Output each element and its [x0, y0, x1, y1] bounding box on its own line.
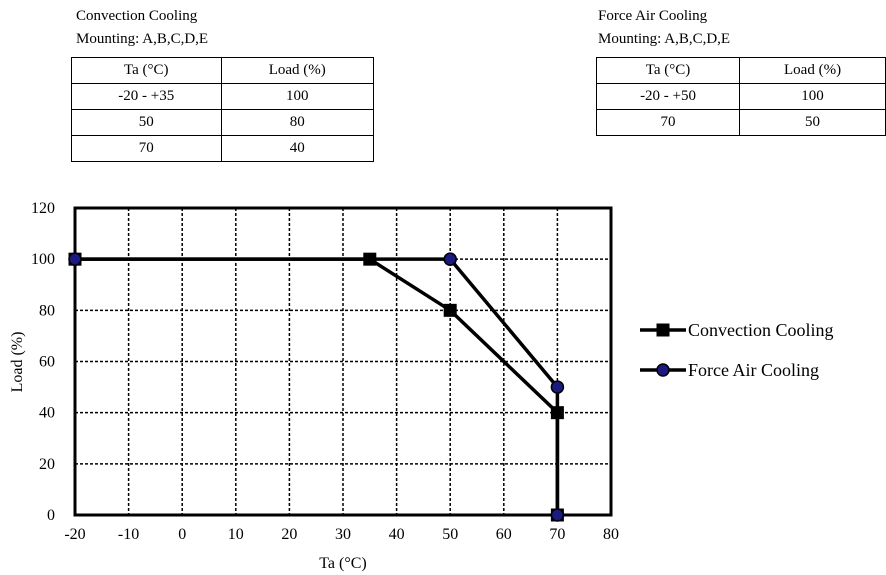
convection-mounting-label: Mounting: A,B,C,D,E — [76, 31, 209, 47]
derating-chart: -20 -10 0 10 20 30 40 50 60 70 80 0 20 40 60 80 100 120 C… — [9, 200, 834, 572]
data-point — [443, 303, 457, 317]
x-tick-label: 80 — [603, 526, 619, 543]
convection-table-title: Convection Cooling — [76, 8, 198, 24]
x-tick-label: 10 — [228, 526, 244, 543]
force-air-mounting-label: Mounting: A,B,C,D,E — [598, 31, 731, 47]
data-point — [550, 508, 565, 522]
legend-marker — [656, 363, 670, 377]
table-cell: 80 — [220, 109, 375, 136]
table-row: 50 80 — [71, 109, 375, 136]
table-header-row: Ta (°C) Load (%) — [595, 57, 886, 84]
legend-marker — [656, 323, 670, 337]
x-tick-label: 50 — [442, 526, 458, 543]
chart-axes: -20 -10 0 10 20 30 40 50 60 70 80 0 20 40 60 80 100 120 — [31, 200, 619, 543]
x-axis-label: Ta (°C) — [319, 555, 366, 572]
series-line — [75, 257, 560, 515]
table-cell: 100 — [220, 83, 375, 110]
x-tick-label: 20 — [281, 526, 297, 543]
y-tick-label: 40 — [39, 405, 55, 422]
y-tick-label: 0 — [47, 507, 55, 524]
x-tick-label: -10 — [118, 526, 139, 543]
y-tick-label: 60 — [39, 354, 55, 371]
data-point — [550, 406, 564, 420]
data-point — [443, 252, 457, 266]
x-tick-label: 0 — [178, 526, 186, 543]
y-tick-label: 20 — [39, 456, 55, 473]
x-tick-label: 70 — [549, 526, 565, 543]
x-tick-label: 30 — [335, 526, 351, 543]
table-cell: 50 — [739, 109, 886, 136]
table-header-cell: Load (%) — [739, 57, 886, 84]
table-header-cell: Ta (°C) — [595, 57, 741, 84]
data-point — [363, 252, 377, 266]
table-row: 70 50 — [595, 109, 886, 136]
x-tick-label: 60 — [496, 526, 512, 543]
y-axis-label: Load (%) — [9, 332, 26, 393]
table-row: -20 - +50 100 — [595, 83, 886, 110]
x-tick-label: 40 — [389, 526, 405, 543]
table-cell: 40 — [220, 135, 375, 162]
series-line — [75, 257, 560, 515]
y-tick-label: 80 — [39, 302, 55, 319]
convection-table: Ta (°C) Load (%) -20 - +35 100 50 80 70 … — [71, 57, 375, 162]
chart-grid — [75, 208, 611, 515]
table-cell: -20 - +50 — [595, 83, 741, 110]
table-cell: 70 — [71, 135, 222, 162]
chart-legend: Convection Cooling Force Air Cooling — [640, 320, 834, 380]
y-tick-label: 100 — [31, 251, 55, 268]
force-air-table: Ta (°C) Load (%) -20 - +50 100 70 50 — [595, 57, 886, 136]
table-cell: -20 - +35 — [71, 83, 222, 110]
force-air-table-title: Force Air Cooling — [598, 8, 708, 24]
table-cell: 50 — [71, 109, 222, 136]
table-cell: 100 — [739, 83, 886, 110]
chart-series — [68, 252, 565, 522]
x-tick-label: -20 — [64, 526, 85, 543]
legend-label: Force Air Cooling — [688, 360, 819, 380]
table-header-cell: Load (%) — [220, 57, 375, 84]
data-point — [550, 380, 565, 394]
table-row: -20 - +35 100 — [71, 83, 375, 110]
table-row: 70 40 — [71, 135, 375, 162]
table-header-cell: Ta (°C) — [71, 57, 222, 84]
data-point — [68, 252, 82, 266]
table-cell: 70 — [595, 109, 741, 136]
y-tick-label: 120 — [31, 200, 55, 217]
legend-label: Convection Cooling — [688, 320, 834, 340]
table-header-row: Ta (°C) Load (%) — [71, 57, 375, 84]
plot-frame — [73, 206, 613, 517]
